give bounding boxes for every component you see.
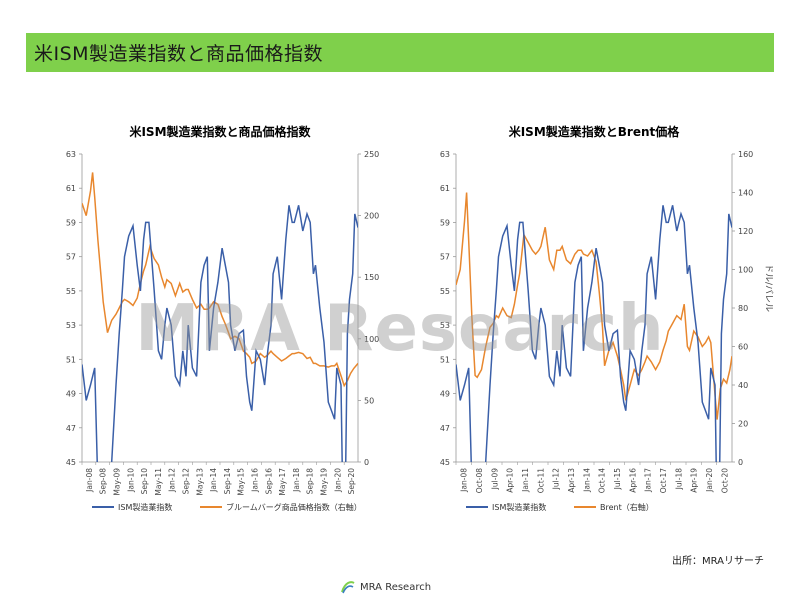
y-tick-label-left: 45 <box>440 458 450 467</box>
series-line-right <box>82 172 358 388</box>
x-tick-label: Jan-14 <box>582 468 591 493</box>
x-tick-label: Sep-08 <box>99 468 108 495</box>
x-tick-label: Sep-16 <box>264 468 273 495</box>
y-tick-label-left: 51 <box>66 355 76 364</box>
y-tick-label-right: 0 <box>738 458 743 467</box>
x-tick-label: May-19 <box>320 468 329 496</box>
x-tick-label: Jul-15 <box>613 468 622 491</box>
series-line-left <box>456 205 732 462</box>
series-line-right <box>456 192 732 420</box>
x-tick-label: May-17 <box>278 468 287 496</box>
y-tick-label-right: 100 <box>364 335 379 344</box>
x-tick-label: Jul-18 <box>674 468 683 491</box>
y-tick-label-right: 150 <box>364 273 379 282</box>
y-tick-label-left: 51 <box>440 355 450 364</box>
x-tick-label: Sep-18 <box>306 468 315 495</box>
x-tick-label: Jul-09 <box>490 468 499 491</box>
x-tick-label: Jan-14 <box>209 468 218 493</box>
y-tick-label-left: 61 <box>66 184 76 193</box>
y-tick-label-left: 53 <box>440 321 450 330</box>
x-tick-label: Jan-16 <box>251 468 260 493</box>
y-tick-label-left: 47 <box>440 424 450 433</box>
x-tick-label: May-09 <box>113 468 122 496</box>
x-tick-label: Sep-20 <box>347 468 356 495</box>
y-axis-label-right: ドル/バレル <box>763 264 774 312</box>
y-tick-label-right: 60 <box>738 343 748 352</box>
y-tick-label-right: 120 <box>738 227 753 236</box>
x-tick-label: Jan-20 <box>333 468 342 493</box>
x-tick-label: May-15 <box>237 468 246 496</box>
y-tick-label-right: 40 <box>738 381 748 390</box>
x-tick-label: Apr-13 <box>567 468 576 493</box>
x-tick-label: Jan-08 <box>85 468 94 493</box>
x-tick-label: Jul-12 <box>552 468 561 491</box>
legend-item: ISM製造業指数 <box>492 502 546 512</box>
y-tick-label-left: 53 <box>66 321 76 330</box>
y-tick-label-left: 55 <box>66 287 76 296</box>
legend-item: ISM製造業指数 <box>118 502 172 512</box>
y-tick-label-left: 59 <box>66 218 76 227</box>
x-tick-label: Jan-20 <box>705 468 714 493</box>
x-tick-label: Jan-17 <box>644 468 653 493</box>
x-tick-label: Oct-11 <box>536 468 545 493</box>
mra-logo-icon <box>341 581 355 594</box>
y-tick-label-left: 57 <box>440 253 450 262</box>
y-tick-label-left: 63 <box>66 150 76 159</box>
x-tick-label: Jan-18 <box>292 468 301 493</box>
chart-ism-brent: 米ISM製造業指数とBrent価格 45 47 49 51 53 55 57 59 61 63 0 20… <box>440 124 774 512</box>
y-tick-label-right: 160 <box>738 150 753 159</box>
y-tick-label-right: 100 <box>738 266 753 275</box>
x-tick-label: May-11 <box>154 468 163 496</box>
y-tick-label-left: 49 <box>66 390 76 399</box>
y-tick-label-left: 47 <box>66 424 76 433</box>
footer-logo: MRA Research <box>340 577 431 597</box>
y-tick-label-right: 0 <box>364 458 369 467</box>
y-tick-label-left: 61 <box>440 184 450 193</box>
y-tick-label-right: 20 <box>738 420 748 429</box>
x-tick-label: Oct-17 <box>659 468 668 493</box>
y-tick-label-left: 49 <box>440 390 450 399</box>
x-tick-label: Sep-10 <box>140 468 149 495</box>
x-tick-label: May-13 <box>195 468 204 496</box>
x-tick-label: Sep-12 <box>182 468 191 495</box>
y-tick-label-left: 57 <box>66 253 76 262</box>
source-note: 出所：MRAリサーチ <box>671 556 764 567</box>
legend-item: Brent（右軸） <box>600 502 654 512</box>
x-tick-label: Jan-08 <box>460 468 469 493</box>
series-line-left <box>82 205 358 462</box>
x-tick-label: Oct-08 <box>475 468 484 493</box>
y-tick-label-right: 250 <box>364 150 379 159</box>
x-tick-label: Oct-20 <box>720 468 729 493</box>
y-tick-label-left: 59 <box>440 218 450 227</box>
chart-title: 米ISM製造業指数と商品価格指数 <box>129 124 311 139</box>
y-tick-label-left: 45 <box>66 458 76 467</box>
footer-logo-text: MRA Research <box>360 581 432 593</box>
page-title: 米ISM製造業指数と商品価格指数 <box>26 33 774 72</box>
y-tick-label-right: 50 <box>364 396 374 405</box>
y-tick-label-left: 55 <box>440 287 450 296</box>
x-tick-label: Apr-19 <box>690 468 699 493</box>
y-tick-label-right: 140 <box>738 189 753 198</box>
x-tick-label: Oct-14 <box>598 468 607 493</box>
chart-ism-commodity: 米ISM製造業指数と商品価格指数 45 47 49 51 53 55 57 59 61 63 0 50 1… <box>66 124 379 512</box>
x-tick-label: Sep-14 <box>223 468 232 495</box>
x-tick-label: Jan-11 <box>521 468 530 493</box>
x-tick-label: Jan-10 <box>126 468 135 493</box>
chart-title: 米ISM製造業指数とBrent価格 <box>509 124 681 139</box>
x-tick-label: Apr-10 <box>506 468 515 493</box>
x-tick-label: Jan-12 <box>168 468 177 493</box>
legend-item: ブルームバーグ商品価格指数（右軸） <box>226 502 362 512</box>
x-tick-label: Apr-16 <box>628 468 637 493</box>
y-tick-label-right: 80 <box>738 304 748 313</box>
y-tick-label-right: 200 <box>364 212 379 221</box>
y-tick-label-left: 63 <box>440 150 450 159</box>
